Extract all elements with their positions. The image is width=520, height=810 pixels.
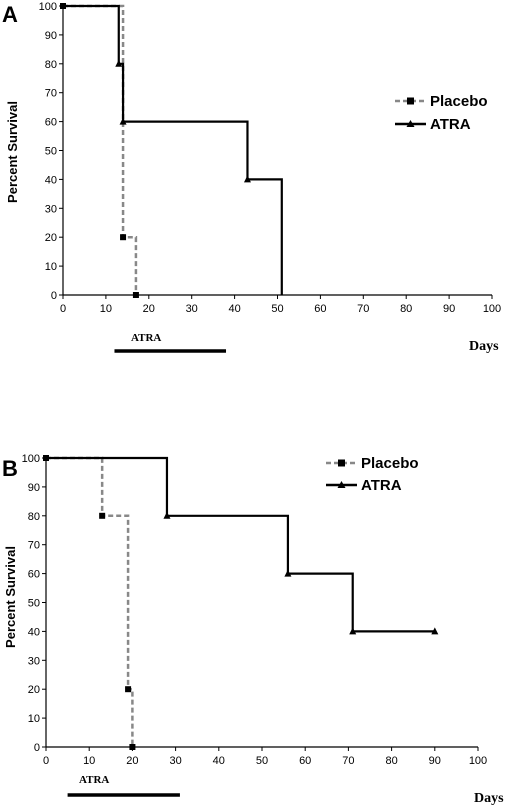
panel-b-x-axis-label: Days — [474, 791, 504, 806]
panel-a-legend-atra-marker — [395, 120, 426, 127]
panel-b-y-tick-label: 10 — [28, 713, 40, 725]
panel-b-legend-placebo-label: Placebo — [361, 455, 419, 472]
panel-a-x-tick-label: 90 — [443, 303, 455, 315]
panel-a-y-tick-label: 30 — [45, 203, 57, 215]
panel-b-legend-placebo-marker — [326, 459, 357, 467]
panel-b-y-tick-label: 30 — [28, 655, 40, 667]
panel-a-y-tick-label: 100 — [39, 1, 57, 13]
panel-a-atra-point — [119, 117, 127, 125]
panel-b-x-tick-label: 50 — [256, 755, 268, 767]
panel-b-legend-atra-label: ATRA — [361, 477, 402, 494]
panel-a-x-tick-label: 10 — [100, 303, 112, 315]
panel-a-y-tick-label: 70 — [45, 88, 57, 100]
panel-b-x-tick-label: 60 — [299, 755, 311, 767]
panel-a-x-tick-label: 50 — [271, 303, 283, 315]
panel-b-y-tick-label: 60 — [28, 569, 40, 581]
panel-a-y-axis-label: Percent Survival — [5, 101, 20, 203]
panel-a-placebo-point — [132, 292, 139, 298]
panel-a-legend-placebo-marker — [395, 97, 426, 105]
panel-a-x-tick-label: 0 — [60, 303, 66, 315]
panel-b-y-tick-label: 0 — [34, 742, 40, 754]
panel-b-x-tick-label: 80 — [385, 755, 397, 767]
panel-b-x-tick-label: 10 — [83, 755, 95, 767]
panel-b-x-tick-label: 40 — [213, 755, 225, 767]
panel-a-y-tick-label: 90 — [45, 30, 57, 42]
panel-b-atra-point — [431, 627, 439, 635]
panel-b: B Percent Survival Days Placebo ATRA ATR… — [2, 453, 504, 806]
panel-b-legend: Placebo ATRA — [326, 455, 419, 494]
panel-b-placebo-line — [46, 456, 134, 747]
panel-a-treatment-label: ATRA — [131, 332, 161, 344]
panel-b-x-tick-label: 20 — [126, 755, 138, 767]
panel-b-y-tick-label: 80 — [28, 511, 40, 523]
panel-a-letter: A — [2, 2, 18, 27]
panel-b-x-tick-label: 100 — [469, 755, 487, 767]
panel-b-treatment-label: ATRA — [79, 774, 109, 786]
panel-b-placebo-point — [125, 686, 132, 693]
panel-a-x-axis-label: Days — [469, 339, 499, 354]
panel-a-y-tick-label: 20 — [45, 232, 57, 244]
panel-a-y-tick-label: 0 — [51, 290, 57, 302]
panel-b-x-tick-label: 70 — [342, 755, 354, 767]
panel-b-y-tick-label: 40 — [28, 626, 40, 638]
panel-a-x-tick-label: 30 — [186, 303, 198, 315]
panel-b-placebo-point — [99, 512, 106, 519]
panel-a: A Percent Survival Days Placebo ATRA ATR… — [2, 1, 501, 354]
panel-b-x-tick-label: 30 — [169, 755, 181, 767]
panel-a-x-tick-label: 100 — [483, 303, 501, 315]
panel-a-x-tick-label: 80 — [400, 303, 412, 315]
panel-a-placebo-point — [120, 234, 127, 241]
panel-b-y-axis-label: Percent Survival — [3, 546, 18, 648]
panel-a-legend-placebo-label: Placebo — [430, 93, 488, 110]
panel-b-placebo-point — [129, 744, 136, 750]
panel-b-legend-atra-marker — [326, 481, 357, 488]
panel-a-y-tick-label: 80 — [45, 59, 57, 71]
panel-b-x-tick-label: 0 — [43, 755, 49, 767]
panel-a-y-tick-label: 50 — [45, 146, 57, 158]
panel-a-placebo-line — [63, 4, 138, 295]
panel-b-atra-line — [46, 456, 435, 633]
panel-a-x-tick-label: 40 — [228, 303, 240, 315]
panel-a-legend-atra-label: ATRA — [430, 116, 471, 133]
panel-a-y-tick-label: 40 — [45, 174, 57, 186]
panel-a-atra-point — [243, 175, 251, 183]
panel-a-atra-point — [115, 59, 123, 67]
panel-a-legend: Placebo ATRA — [395, 93, 488, 133]
panel-a-atra-line — [63, 4, 283, 295]
panel-b-y-tick-label: 100 — [22, 453, 40, 465]
panel-a-x-tick-label: 60 — [314, 303, 326, 315]
panel-b-x-tick-label: 90 — [429, 755, 441, 767]
panel-b-atra-point — [163, 511, 171, 519]
panel-b-y-tick-label: 90 — [28, 482, 40, 494]
panel-b-y-tick-label: 70 — [28, 540, 40, 552]
panel-a-x-tick-label: 20 — [143, 303, 155, 315]
panel-b-atra-point — [349, 627, 357, 635]
panel-b-letter: B — [2, 456, 18, 481]
panel-b-y-tick-label: 20 — [28, 684, 40, 696]
panel-a-x-tick-label: 70 — [357, 303, 369, 315]
panel-b-y-tick-label: 50 — [28, 598, 40, 610]
panel-b-atra-point — [284, 569, 292, 577]
panel-a-y-tick-label: 60 — [45, 117, 57, 129]
panel-a-y-tick-label: 10 — [45, 261, 57, 273]
